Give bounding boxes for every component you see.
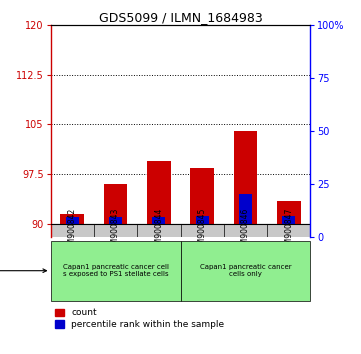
Bar bbox=[104, 184, 127, 224]
Bar bbox=[137, 224, 180, 238]
Text: Capan1 pancreatic cancer cell
s exposed to PS1 stellate cells: Capan1 pancreatic cancer cell s exposed … bbox=[62, 264, 169, 277]
Title: GDS5099 / ILMN_1684983: GDS5099 / ILMN_1684983 bbox=[99, 11, 262, 24]
Text: GSM900844: GSM900844 bbox=[155, 208, 163, 254]
Text: GSM900845: GSM900845 bbox=[198, 208, 206, 254]
Bar bbox=[196, 216, 209, 224]
Bar bbox=[51, 224, 94, 238]
Text: GSM900842: GSM900842 bbox=[68, 208, 77, 254]
Bar bbox=[224, 224, 267, 238]
Bar bbox=[239, 194, 252, 224]
Bar bbox=[267, 224, 310, 238]
FancyBboxPatch shape bbox=[51, 241, 180, 301]
Text: GSM900847: GSM900847 bbox=[284, 208, 293, 254]
FancyBboxPatch shape bbox=[180, 241, 310, 301]
Bar bbox=[94, 224, 137, 238]
Bar bbox=[66, 217, 79, 224]
Legend: count, percentile rank within the sample: count, percentile rank within the sample bbox=[55, 308, 225, 329]
Text: protocol: protocol bbox=[0, 266, 47, 275]
Bar bbox=[277, 201, 301, 224]
Bar bbox=[234, 131, 257, 224]
Bar bbox=[190, 168, 214, 224]
Bar bbox=[152, 217, 165, 224]
Bar bbox=[180, 224, 224, 238]
Bar bbox=[147, 161, 171, 224]
Bar bbox=[109, 217, 122, 224]
Text: GSM900843: GSM900843 bbox=[111, 208, 120, 254]
Text: GSM900846: GSM900846 bbox=[241, 208, 250, 254]
Text: Capan1 pancreatic cancer
cells only: Capan1 pancreatic cancer cells only bbox=[200, 264, 291, 277]
Bar bbox=[282, 216, 295, 224]
Bar bbox=[60, 214, 84, 224]
